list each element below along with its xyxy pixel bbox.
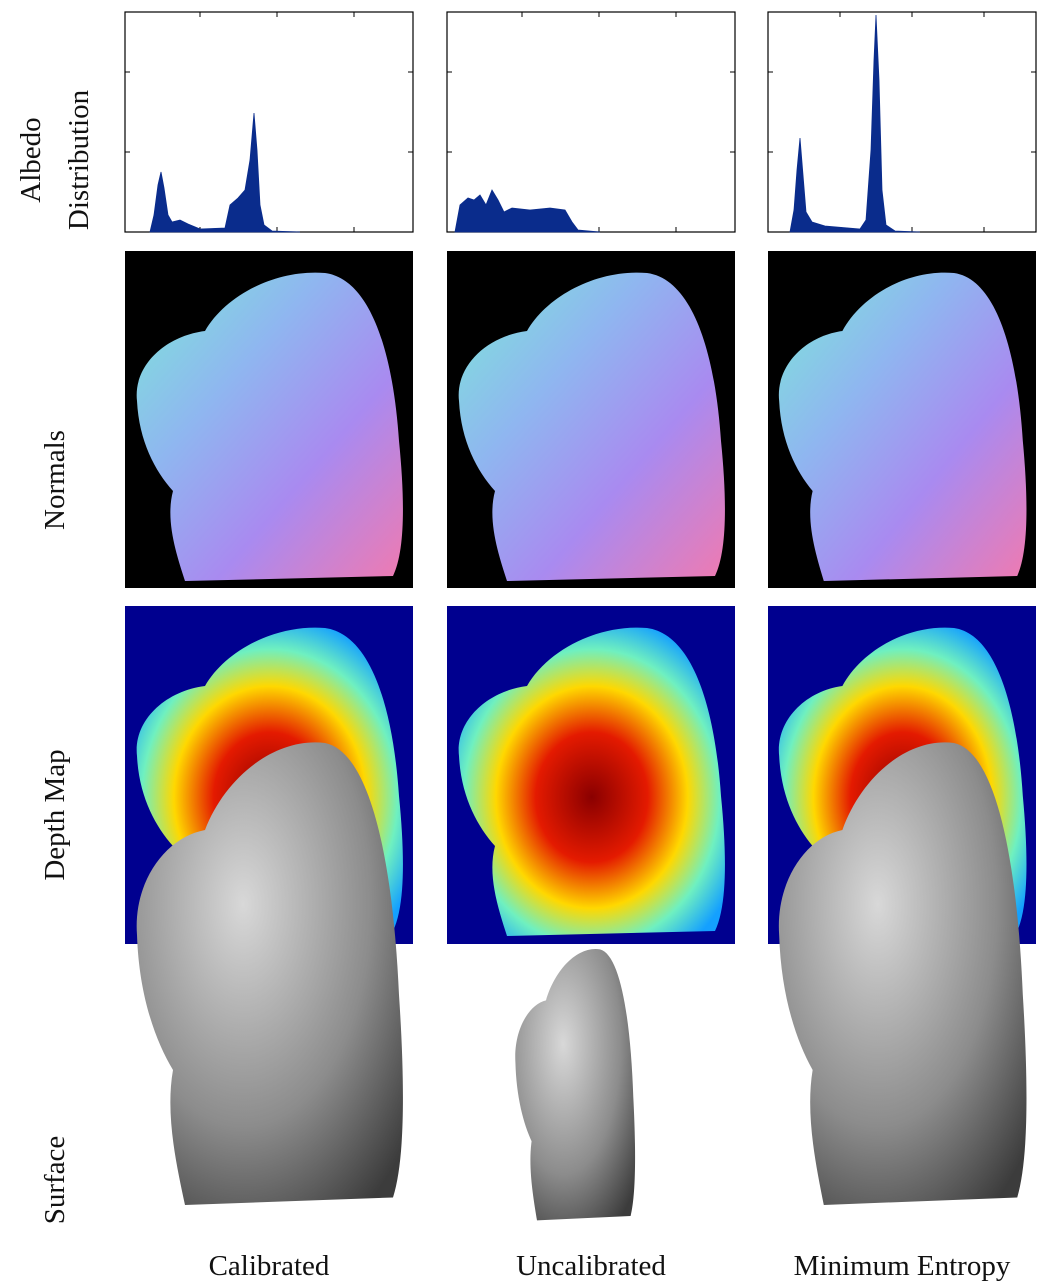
row-label: Albedo <box>15 117 47 202</box>
row-label: Distribution <box>63 89 95 230</box>
row-label: Surface <box>39 1136 71 1225</box>
column-label: Calibrated <box>209 1250 330 1282</box>
depth-map <box>447 606 735 944</box>
histogram-panel <box>447 12 735 232</box>
normal-map <box>447 251 735 588</box>
row-label: Depth Map <box>39 749 71 880</box>
normal-map <box>768 251 1036 588</box>
histogram-panel <box>768 12 1036 232</box>
column-label: Minimum Entropy <box>794 1250 1011 1282</box>
row-label: Normals <box>39 430 71 530</box>
normal-map <box>125 251 413 588</box>
column-label: Uncalibrated <box>516 1250 666 1282</box>
histogram-panel <box>125 12 413 232</box>
surface-render <box>515 949 635 1220</box>
figure: Albedo Distribution Normals Depth Map Su… <box>0 0 1050 1288</box>
